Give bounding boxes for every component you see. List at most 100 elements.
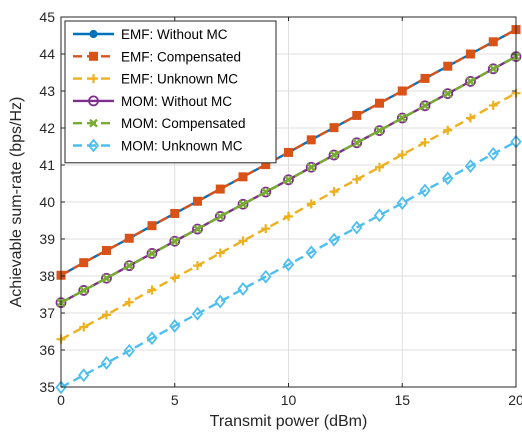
series-layer <box>55 25 522 395</box>
data-point <box>191 306 204 321</box>
data-point <box>373 208 386 223</box>
y-tick-label: 35 <box>39 379 55 395</box>
data-point <box>375 126 384 135</box>
data-point <box>237 282 249 296</box>
data-point <box>260 186 272 198</box>
data-point <box>443 125 453 135</box>
data-point <box>100 356 113 370</box>
data-point <box>396 112 408 124</box>
legend-marker <box>89 29 98 39</box>
data-point <box>123 260 135 272</box>
data-point <box>306 135 316 145</box>
y-axis-ticks: 35 36 37 38 39 40 41 42 43 44 45 <box>39 9 516 395</box>
data-point <box>79 258 89 268</box>
legend-entry: EMF: Unknown MC <box>73 72 238 87</box>
data-point <box>464 159 477 174</box>
data-point <box>305 161 317 173</box>
data-point <box>147 249 157 258</box>
series-emf-compensated <box>56 25 521 280</box>
data-point <box>419 100 431 112</box>
data-point <box>193 196 202 206</box>
data-point <box>466 113 475 123</box>
x-tick-label: 15 <box>394 392 410 408</box>
y-tick-label: 40 <box>39 194 55 210</box>
data-point <box>329 187 339 197</box>
legend-entry: EMF: Compensated <box>73 49 241 64</box>
data-point <box>237 198 249 210</box>
series-mom-compensated <box>56 52 521 307</box>
data-point <box>351 137 363 149</box>
x-axis-ticks: 0 5 10 15 20 <box>57 17 522 408</box>
data-point <box>282 257 295 272</box>
legend-marker <box>89 51 98 61</box>
legend-box <box>64 20 277 164</box>
data-point <box>397 86 407 96</box>
legend-marker <box>88 95 99 107</box>
data-point <box>193 261 202 271</box>
y-axis-label: Achievable sum-rate (bps/Hz) <box>8 97 25 308</box>
y-tick-label: 38 <box>39 268 55 284</box>
legend-label: EMF: Without MC <box>121 27 228 42</box>
data-point <box>192 223 203 235</box>
data-point <box>238 172 248 182</box>
data-point <box>442 171 454 186</box>
y-tick-label: 43 <box>39 83 55 99</box>
legend: EMF: Without MC EMF: Compensated EMF: Unkn… <box>64 20 277 164</box>
data-point <box>146 331 158 346</box>
data-point <box>375 162 384 172</box>
data-point <box>397 150 407 160</box>
data-point <box>397 113 407 123</box>
data-point <box>443 61 453 71</box>
data-point <box>466 49 475 59</box>
data-point <box>306 162 316 172</box>
data-point <box>102 273 111 283</box>
data-point <box>487 146 499 161</box>
data-point <box>215 212 225 221</box>
data-point <box>374 125 385 136</box>
series-emf-unknown-mc <box>56 88 521 344</box>
data-point <box>147 285 157 295</box>
y-tick-label: 41 <box>39 157 55 173</box>
data-point <box>79 286 89 295</box>
data-point <box>102 310 111 320</box>
x-tick-label: 0 <box>57 392 65 408</box>
data-point <box>238 236 248 246</box>
data-point <box>261 224 271 234</box>
legend-marker <box>87 138 100 153</box>
data-point <box>102 245 111 255</box>
y-tick-label: 39 <box>39 231 55 247</box>
data-point <box>419 183 431 198</box>
data-point <box>260 269 272 284</box>
data-point <box>283 174 294 186</box>
data-point <box>147 221 157 231</box>
data-point <box>352 138 362 148</box>
data-point <box>101 272 112 284</box>
y-tick-label: 37 <box>39 305 55 321</box>
y-tick-label: 42 <box>39 120 55 136</box>
data-point <box>124 261 134 270</box>
data-point <box>329 150 339 160</box>
legend-label: MOM: Unknown MC <box>121 139 243 154</box>
data-point <box>170 208 180 218</box>
data-point <box>214 211 226 222</box>
series-line <box>60 140 517 389</box>
data-point <box>306 199 316 209</box>
data-point <box>443 89 453 98</box>
x-axis-label: Transmit power (dBm) <box>210 413 368 430</box>
data-point <box>351 220 363 235</box>
data-point <box>78 368 90 383</box>
data-point <box>238 199 248 209</box>
data-point <box>169 235 181 247</box>
data-point <box>215 184 225 194</box>
x-tick-label: 5 <box>171 392 179 408</box>
legend-label: MOM: Compensated <box>121 116 246 131</box>
y-tick-label: 44 <box>39 46 55 62</box>
data-point <box>79 322 89 332</box>
data-point <box>352 174 362 184</box>
data-point <box>169 319 181 333</box>
legend-entry: MOM: Without MC <box>73 94 232 109</box>
legend-label: EMF: Compensated <box>121 49 241 64</box>
legend-marker <box>89 118 98 128</box>
data-point <box>375 98 384 108</box>
